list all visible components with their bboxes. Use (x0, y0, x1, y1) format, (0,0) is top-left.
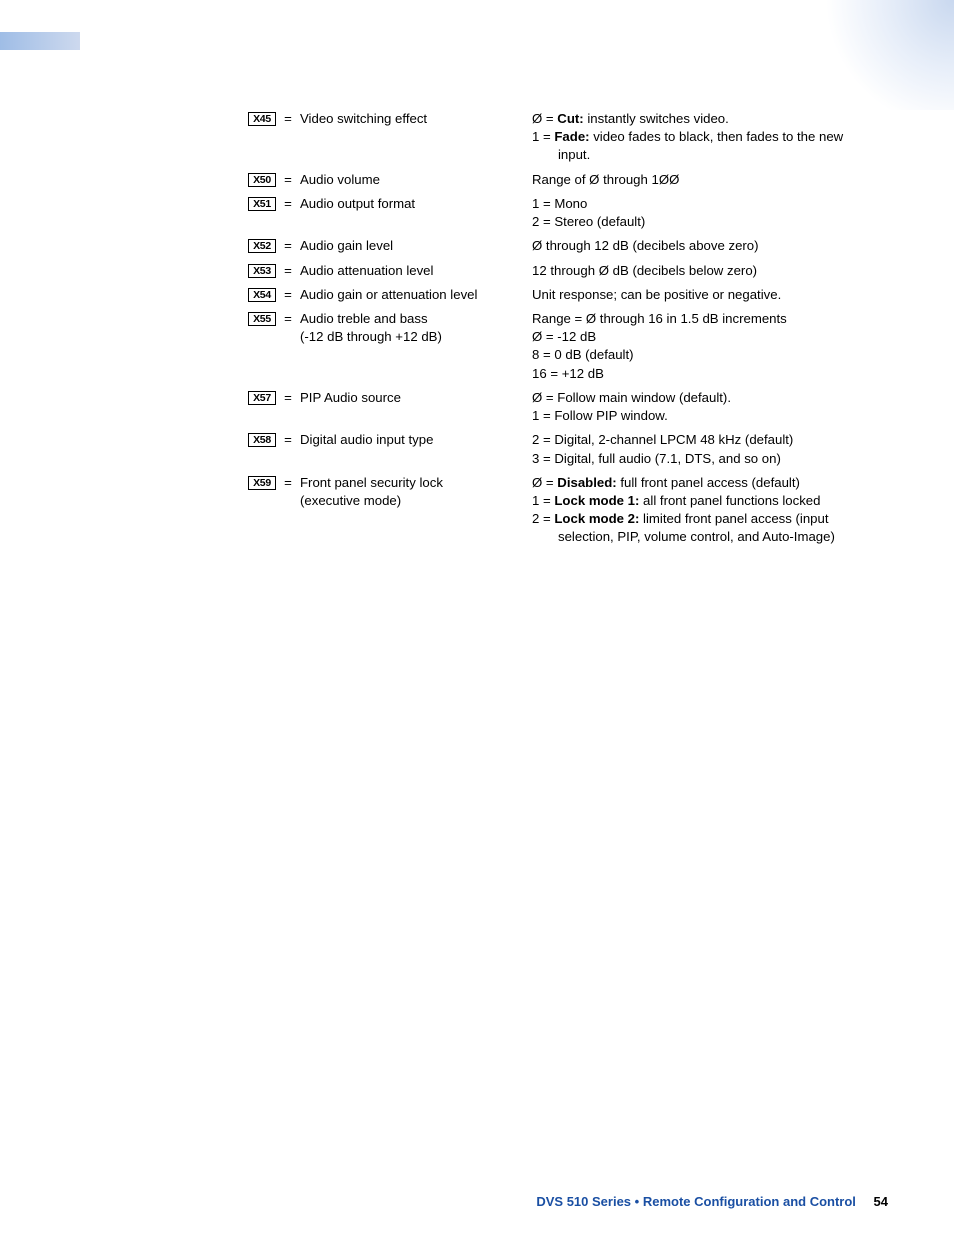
param-desc: Range = Ø through 16 in 1.5 dB increment… (532, 310, 878, 383)
desc-line: Ø = Cut: instantly switches video. (532, 110, 878, 128)
param-desc: 12 through Ø dB (decibels below zero) (532, 262, 878, 280)
param-desc: Range of Ø through 1ØØ (532, 171, 878, 189)
param-code: X54 (248, 288, 276, 302)
desc-line: 1 = Follow PIP window. (532, 407, 878, 425)
corner-gradient (824, 0, 954, 110)
desc-line: 3 = Digital, full audio (7.1, DTS, and s… (532, 450, 878, 468)
desc-line: 2 = Digital, 2-channel LPCM 48 kHz (defa… (532, 431, 878, 449)
param-code: X55 (248, 312, 276, 326)
param-row: X53=Audio attenuation level12 through Ø … (248, 262, 878, 280)
param-row: X50=Audio volumeRange of Ø through 1ØØ (248, 171, 878, 189)
equals-sign: = (276, 389, 300, 407)
equals-sign: = (276, 474, 300, 492)
desc-line: Ø = -12 dB (532, 328, 878, 346)
footer-title: DVS 510 Series (536, 1194, 631, 1209)
param-code: X45 (248, 112, 276, 126)
param-label: Audio gain or attenuation level (300, 286, 532, 304)
desc-line: 1 = Lock mode 1: all front panel functio… (532, 492, 878, 510)
param-row: X51=Audio output format1 = Mono2 = Stere… (248, 195, 878, 231)
equals-sign: = (276, 171, 300, 189)
desc-line: 2 = Lock mode 2: limited front panel acc… (532, 510, 878, 528)
equals-sign: = (276, 431, 300, 449)
param-desc: Unit response; can be positive or negati… (532, 286, 878, 304)
top-bar (0, 32, 80, 50)
param-desc: Ø = Follow main window (default).1 = Fol… (532, 389, 878, 425)
desc-line: Ø through 12 dB (decibels above zero) (532, 237, 878, 255)
param-row: X52=Audio gain levelØ through 12 dB (dec… (248, 237, 878, 255)
desc-line: Ø = Disabled: full front panel access (d… (532, 474, 878, 492)
desc-line: Ø = Follow main window (default). (532, 389, 878, 407)
desc-line: Unit response; can be positive or negati… (532, 286, 878, 304)
desc-bold: Disabled: (557, 475, 616, 490)
equals-sign: = (276, 286, 300, 304)
equals-sign: = (276, 262, 300, 280)
footer-page-number: 54 (874, 1194, 888, 1209)
param-label: Digital audio input type (300, 431, 532, 449)
desc-line: Range of Ø through 1ØØ (532, 171, 878, 189)
param-label: Video switching effect (300, 110, 532, 128)
desc-line: 16 = +12 dB (532, 365, 878, 383)
desc-continuation: selection, PIP, volume control, and Auto… (532, 528, 878, 546)
desc-line: 1 = Fade: video fades to black, then fad… (532, 128, 878, 146)
equals-sign: = (276, 310, 300, 328)
param-row: X54=Audio gain or attenuation levelUnit … (248, 286, 878, 304)
param-code: X57 (248, 391, 276, 405)
desc-line: 8 = 0 dB (default) (532, 346, 878, 364)
equals-sign: = (276, 110, 300, 128)
param-row: X55=Audio treble and bass(-12 dB through… (248, 310, 878, 383)
param-label: Audio gain level (300, 237, 532, 255)
param-desc: 2 = Digital, 2-channel LPCM 48 kHz (defa… (532, 431, 878, 467)
param-code: X50 (248, 173, 276, 187)
param-code: X58 (248, 433, 276, 447)
param-label: PIP Audio source (300, 389, 532, 407)
param-label: Audio attenuation level (300, 262, 532, 280)
desc-bold: Lock mode 1: (554, 493, 639, 508)
equals-sign: = (276, 195, 300, 213)
param-desc: Ø = Cut: instantly switches video.1 = Fa… (532, 110, 878, 165)
param-code: X59 (248, 476, 276, 490)
content-area: X45=Video switching effectØ = Cut: insta… (248, 110, 878, 553)
param-desc: Ø through 12 dB (decibels above zero) (532, 237, 878, 255)
desc-continuation: input. (532, 146, 878, 164)
param-code: X51 (248, 197, 276, 211)
desc-line: Range = Ø through 16 in 1.5 dB increment… (532, 310, 878, 328)
param-desc: 1 = Mono2 = Stereo (default) (532, 195, 878, 231)
page-footer: DVS 510 Series • Remote Configuration an… (536, 1194, 888, 1209)
param-desc: Ø = Disabled: full front panel access (d… (532, 474, 878, 547)
desc-line: 1 = Mono (532, 195, 878, 213)
param-row: X58=Digital audio input type2 = Digital,… (248, 431, 878, 467)
desc-bold: Cut: (557, 111, 583, 126)
desc-bold: Lock mode 2: (554, 511, 639, 526)
equals-sign: = (276, 237, 300, 255)
param-label: Audio volume (300, 171, 532, 189)
param-label: Audio output format (300, 195, 532, 213)
param-label: Front panel security lock(executive mode… (300, 474, 532, 510)
desc-line: 12 through Ø dB (decibels below zero) (532, 262, 878, 280)
param-code: X52 (248, 239, 276, 253)
param-row: X45=Video switching effectØ = Cut: insta… (248, 110, 878, 165)
desc-line: 2 = Stereo (default) (532, 213, 878, 231)
param-row: X59=Front panel security lock(executive … (248, 474, 878, 547)
param-label: Audio treble and bass(-12 dB through +12… (300, 310, 532, 346)
footer-separator: • (635, 1194, 640, 1209)
desc-bold: Fade: (554, 129, 589, 144)
param-row: X57=PIP Audio sourceØ = Follow main wind… (248, 389, 878, 425)
footer-section: Remote Configuration and Control (643, 1194, 856, 1209)
param-code: X53 (248, 264, 276, 278)
